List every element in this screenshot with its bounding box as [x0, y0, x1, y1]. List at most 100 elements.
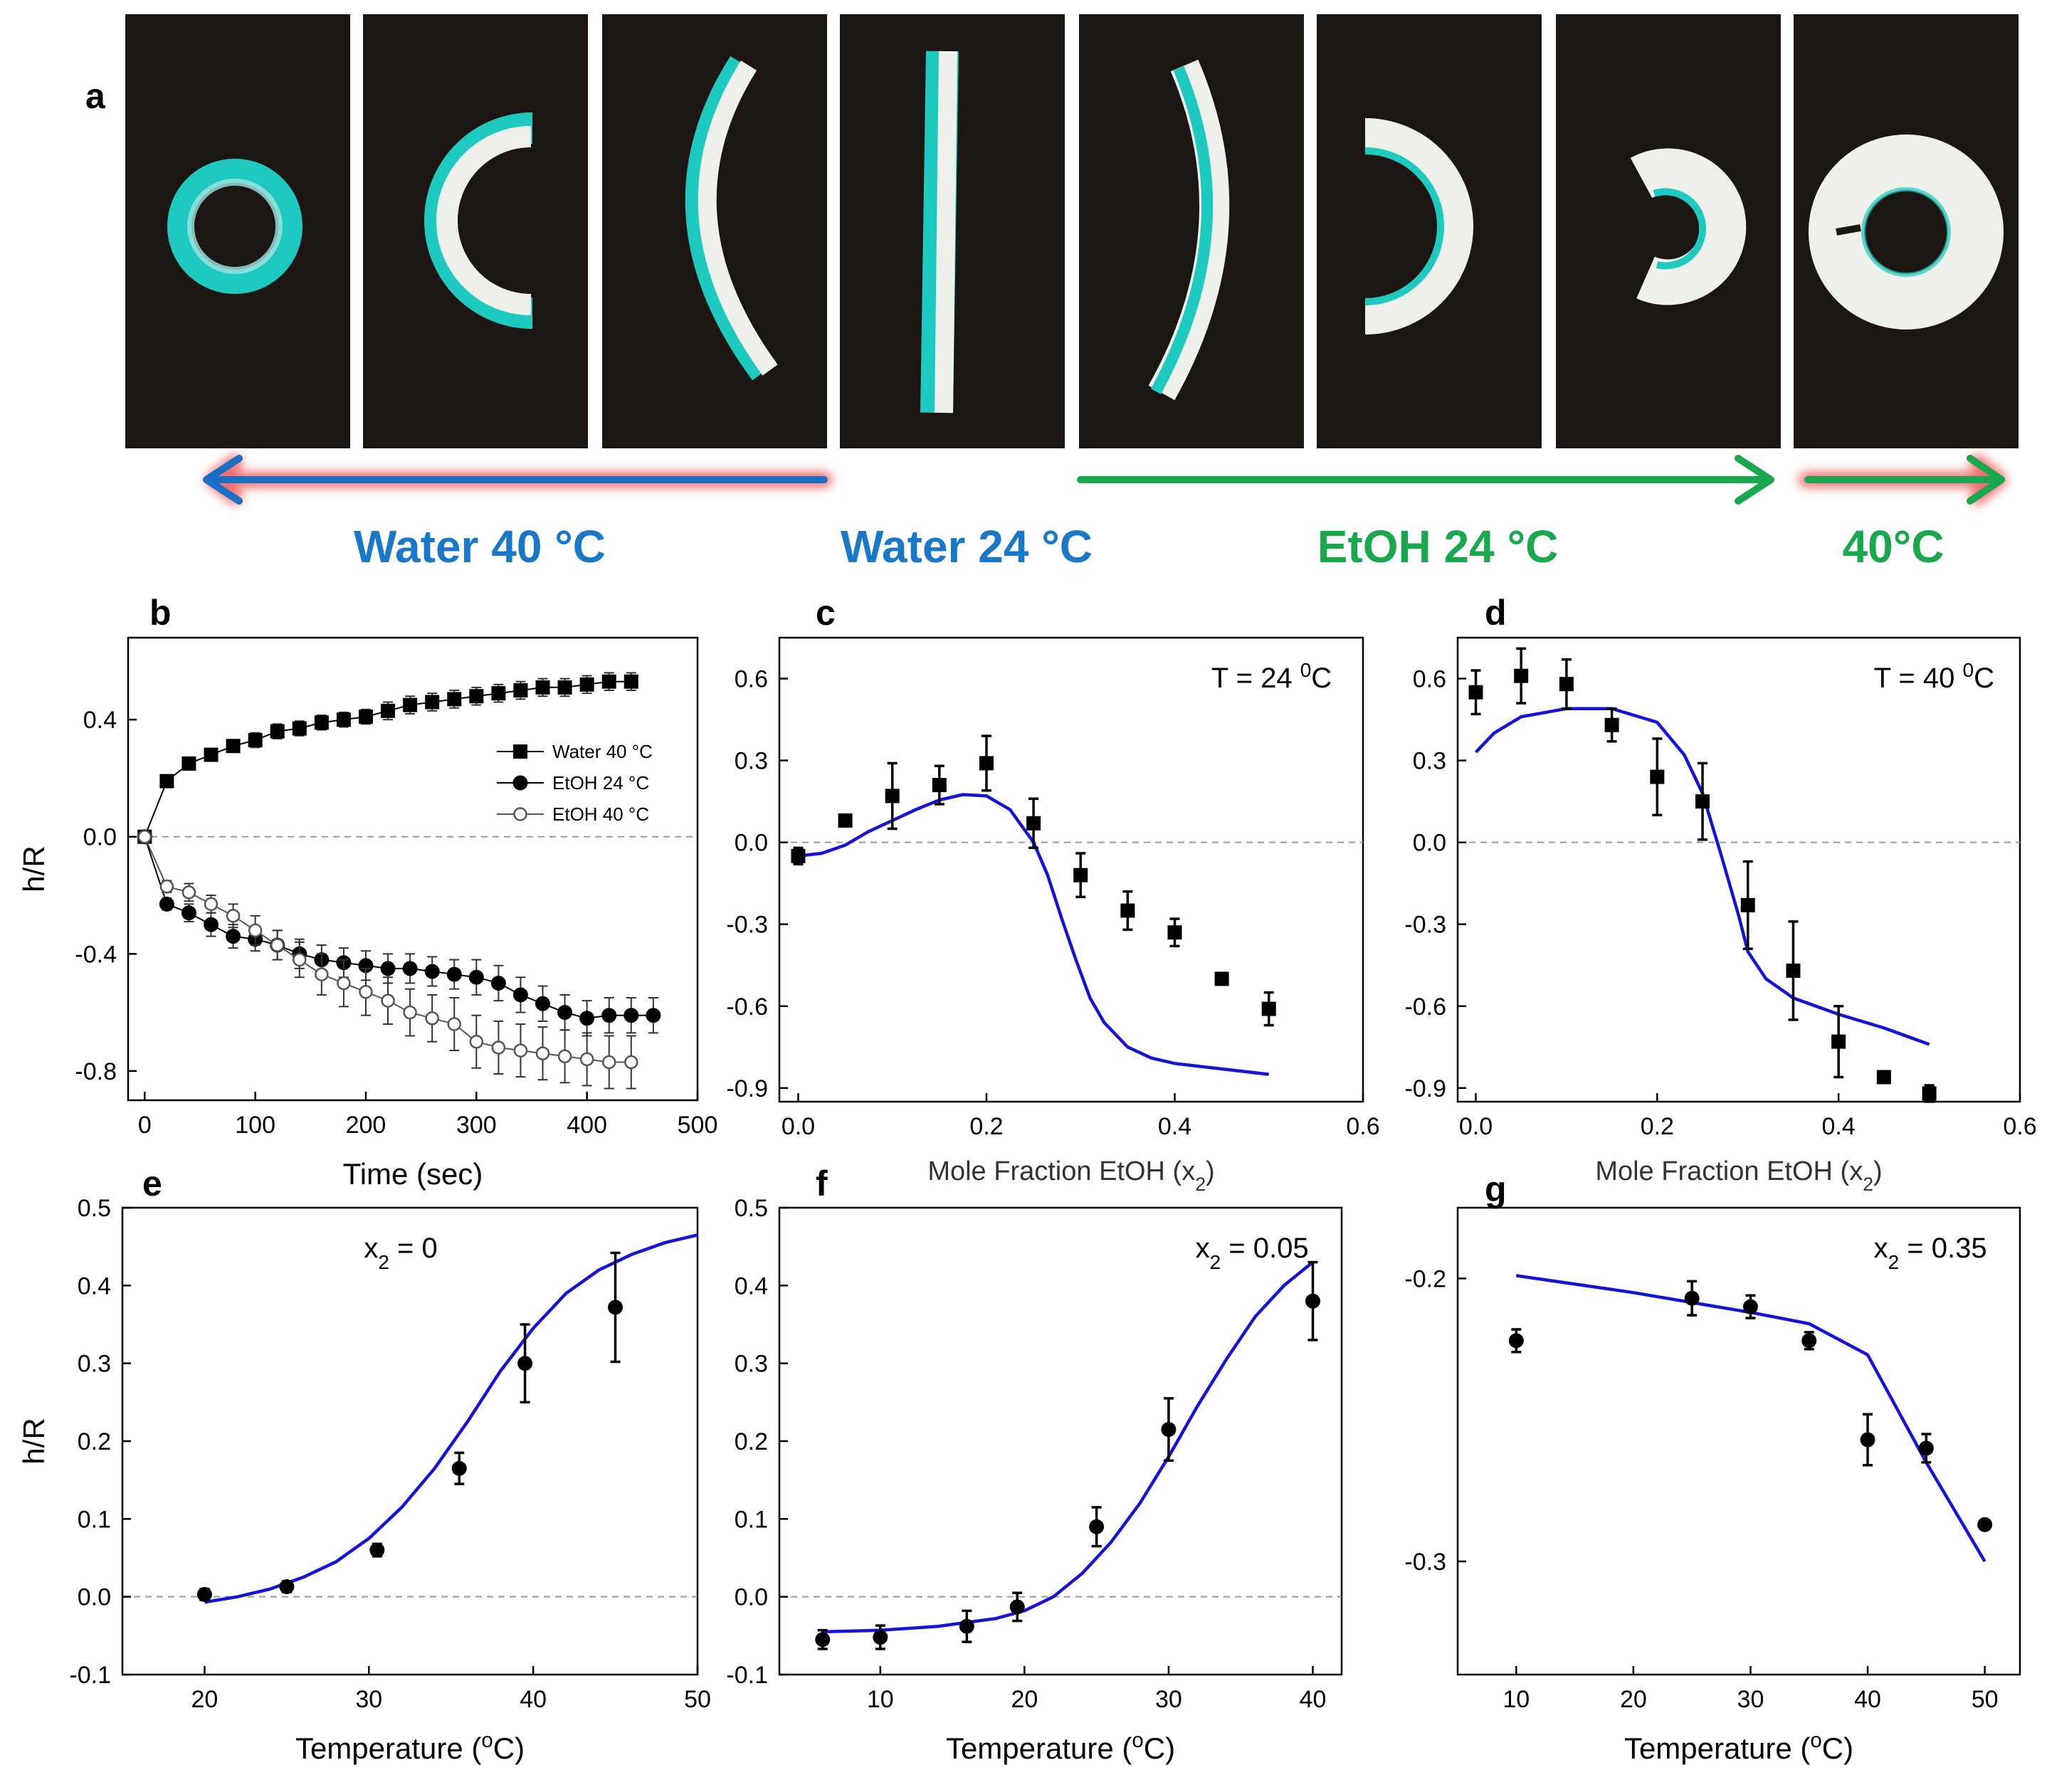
legend-label-0: Water 40 °C [552, 741, 653, 762]
data-point-c [1261, 1001, 1276, 1016]
series-point-0 [381, 703, 396, 718]
photo-8-white-ring [1794, 14, 2019, 448]
arrow-water-40 [203, 455, 832, 505]
photo-1-ring-blue [125, 14, 350, 448]
data-point-d [1876, 1070, 1891, 1085]
y-tick-label-d: 0.3 [1413, 748, 1446, 775]
x-tick-label-e: 20 [191, 1686, 219, 1713]
panel-label-f: f [816, 1164, 828, 1203]
data-point-g [1508, 1333, 1524, 1349]
x-tick-label-b: 500 [678, 1112, 718, 1139]
series-point-0 [159, 774, 174, 789]
data-point-d [1695, 794, 1710, 809]
x-axis-label-b: Time (sec) [343, 1157, 483, 1191]
legend-swatch-marker-0 [513, 744, 527, 759]
annotation-g: x2 = 0.35 [1874, 1233, 1987, 1273]
x-tick-label-c: 0.4 [1158, 1113, 1191, 1140]
data-point-c [885, 789, 900, 803]
series-point-2 [535, 1046, 550, 1060]
series-point-0 [425, 695, 440, 710]
panel-label-g: g [1485, 1169, 1507, 1209]
photo-7-small-c [1556, 14, 1781, 448]
x-tick-label-f: 40 [1300, 1686, 1327, 1713]
series-point-0 [535, 680, 550, 695]
series-1-b [137, 829, 661, 1037]
x-axis-label-c: Mole Fraction EtOH (x2) [927, 1156, 1214, 1195]
x-tick-label-c: 0.2 [969, 1113, 1003, 1140]
data-point-c [979, 756, 994, 771]
series-point-2 [204, 897, 219, 912]
series-point-1 [579, 1011, 595, 1026]
series-point-0 [557, 680, 572, 695]
y-tick-label-c: -0.6 [726, 993, 768, 1021]
series-point-2 [425, 1011, 439, 1026]
series-point-1 [601, 1008, 617, 1023]
series-point-1 [446, 966, 462, 982]
series-point-1 [159, 896, 174, 912]
plot-frame-b [127, 636, 699, 1102]
y-tick-label-c: -0.3 [726, 912, 768, 939]
series-point-1 [181, 905, 196, 921]
series-point-2 [226, 909, 241, 923]
y-tick-label-f: 0.4 [735, 1272, 768, 1300]
annotation-e: x2 = 0 [364, 1233, 437, 1273]
series-point-2 [513, 1043, 528, 1058]
series-point-2 [159, 879, 174, 894]
data-point-e [608, 1300, 623, 1315]
series-point-1 [402, 961, 418, 976]
data-point-g [1801, 1333, 1817, 1349]
series-point-2 [248, 923, 263, 938]
series-point-0 [447, 692, 462, 707]
arrow-etoh-24 [1077, 455, 1774, 505]
x-tick-label-g: 10 [1503, 1686, 1530, 1713]
chart-panel-d: d 0.0 0.2 0.4 0.6 0.6 0.3 0.0 -0.3 -0.6 -0.9 Mole F… [1404, 593, 2036, 1195]
legend-label-2: EtOH 40 °C [552, 803, 649, 825]
series-0-b [137, 672, 638, 844]
x-tick-label-g: 20 [1620, 1686, 1647, 1713]
series-point-0 [336, 712, 351, 727]
model-curve-e [204, 1233, 698, 1604]
y-tick-label-e: 0.3 [78, 1351, 111, 1378]
legend-swatch-marker-1 [512, 775, 528, 791]
plot-frame-g [1456, 1206, 2021, 1676]
x-tick-label-f: 20 [1011, 1686, 1038, 1713]
data-point-d [1514, 668, 1529, 683]
data-point-d [1650, 769, 1665, 784]
y-tick-label-f: 0.0 [735, 1584, 768, 1611]
data-point-f [815, 1632, 831, 1648]
series-point-0 [226, 739, 241, 754]
data-point-d [1831, 1034, 1846, 1049]
data-point-d [1559, 677, 1574, 692]
series-point-1 [623, 1008, 639, 1023]
y-tick-label-g: -0.2 [1404, 1265, 1446, 1292]
y-tick-label-e: 0.5 [78, 1195, 111, 1222]
y-tick-label-d: 0.0 [1413, 830, 1446, 857]
x-tick-label-d: 0.2 [1641, 1113, 1674, 1140]
legend-label-1: EtOH 24 °C [552, 772, 649, 794]
x-axis-label-d: Mole Fraction EtOH (x2) [1595, 1156, 1882, 1195]
series-point-2 [491, 1040, 506, 1055]
series-point-0 [248, 732, 263, 747]
y-tick-label-b: 0.4 [83, 707, 117, 734]
series-point-2 [469, 1034, 484, 1049]
annotation-f: x2 = 0.05 [1196, 1233, 1309, 1273]
series-point-1 [535, 996, 551, 1011]
chart-panel-e: e 20 30 40 50 0.5 0.4 0.3 0.2 0.1 0.0 -0.1 Temperatu… [17, 1164, 711, 1765]
data-point-c [1073, 868, 1088, 882]
data-point-f [873, 1630, 888, 1645]
series-point-0 [601, 674, 616, 689]
y-tick-label-e: 0.4 [78, 1272, 111, 1300]
x-axis-label-e: Temperature (oC) [295, 1729, 525, 1766]
chart-panel-b: b 0 100 200 300 400 500 0.4 0.0 -0.4 -0.8 Time (sec… [17, 593, 717, 1191]
series-line-1 [144, 836, 653, 1019]
series-point-1 [226, 929, 241, 944]
x-tick-label-c: 0.6 [1346, 1113, 1379, 1140]
series-point-0 [513, 683, 528, 698]
photo-6-d-shape [1317, 14, 1542, 448]
y-tick-label-d: 0.6 [1413, 666, 1446, 693]
series-point-0 [403, 697, 418, 712]
panel-label-a: a [85, 76, 106, 116]
series-point-2 [557, 1049, 572, 1064]
legend-b: Water 40 °C EtOH 24 °C EtOH 40 °C [497, 741, 653, 825]
data-point-c [1167, 925, 1182, 940]
